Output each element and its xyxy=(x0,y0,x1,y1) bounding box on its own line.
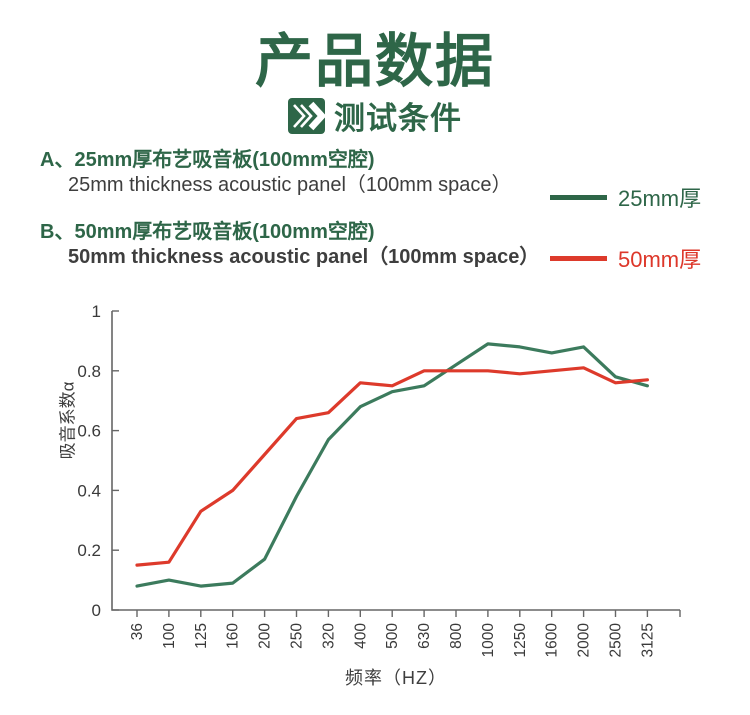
x-tick-label: 500 xyxy=(384,623,401,649)
spec-b-title-cn: B、50mm厚布艺吸音板(100mm空腔) xyxy=(40,221,375,243)
spec-item-b: B、50mm厚布艺吸音板(100mm空腔) 50mm thickness aco… xyxy=(40,219,539,270)
y-tick-label: 0.6 xyxy=(77,422,101,441)
x-axis-title: 频率（HZ） xyxy=(345,668,447,688)
legend-item-50mm: 50mm厚 xyxy=(550,242,701,274)
y-tick-label: 1 xyxy=(92,302,101,321)
x-tick-label: 1600 xyxy=(544,623,561,658)
series-line-25mm厚 xyxy=(135,342,650,588)
y-tick-label: 0 xyxy=(92,601,101,620)
spec-a-title-cn: A、25mm厚布艺吸音板(100mm空腔) xyxy=(40,149,375,171)
x-tick-label: 2000 xyxy=(576,623,593,658)
x-tick-label: 1250 xyxy=(512,623,529,658)
y-tick-label: 0.4 xyxy=(77,481,101,500)
spec-a-title-en: 25mm thickness acoustic panel（100mm spac… xyxy=(68,174,512,196)
x-tick-label: 2500 xyxy=(608,623,625,658)
y-tick-label: 0.2 xyxy=(77,541,101,560)
x-tick-label: 630 xyxy=(416,623,433,649)
x-tick-label: 36 xyxy=(129,623,146,640)
x-tick-label: 1000 xyxy=(480,623,497,658)
legend-label-25mm: 25mm厚 xyxy=(618,186,702,211)
page-title: 产品数据 xyxy=(254,29,495,94)
legend-item-25mm: 25mm厚 xyxy=(550,181,701,213)
x-tick-label: 3125 xyxy=(639,623,656,657)
spec-item-a: A、25mm厚布艺吸音板(100mm空腔) 25mm thickness aco… xyxy=(40,147,539,198)
x-tick-label: 250 xyxy=(289,623,306,649)
x-tick-label: 160 xyxy=(225,623,242,649)
x-tick-label: 100 xyxy=(161,623,178,649)
absorption-line-chart: 0 0.2 0.4 0.6 0.8 1 36 100 125 160 200 250 320 400 500… xyxy=(0,290,750,715)
subtitle-text: 测试条件 xyxy=(334,101,462,136)
y-axis-title: 吸音系数α xyxy=(58,381,78,460)
subtitle-row: 测试条件 xyxy=(0,93,750,138)
legend-swatch-50mm xyxy=(550,255,607,261)
legend-label-50mm: 50mm厚 xyxy=(618,247,702,272)
chevron-right-icon xyxy=(288,97,325,134)
x-tick-label: 400 xyxy=(352,623,369,649)
x-tick-label: 320 xyxy=(320,623,337,649)
chart-canvas: 0 0.2 0.4 0.6 0.8 1 36 100 125 160 200 250 320 400 500… xyxy=(77,302,681,658)
y-tick-label: 0.8 xyxy=(77,362,101,381)
x-tick-label: 200 xyxy=(257,623,274,649)
x-tick-label: 800 xyxy=(448,623,465,649)
series-line-50mm厚 xyxy=(135,366,650,567)
spec-b-title-en: 50mm thickness acoustic panel（100mm spac… xyxy=(68,246,540,268)
spec-list: A、25mm厚布艺吸音板(100mm空腔) 25mm thickness aco… xyxy=(40,147,539,291)
x-tick-label: 125 xyxy=(193,623,210,649)
legend-swatch-25mm xyxy=(550,194,607,200)
